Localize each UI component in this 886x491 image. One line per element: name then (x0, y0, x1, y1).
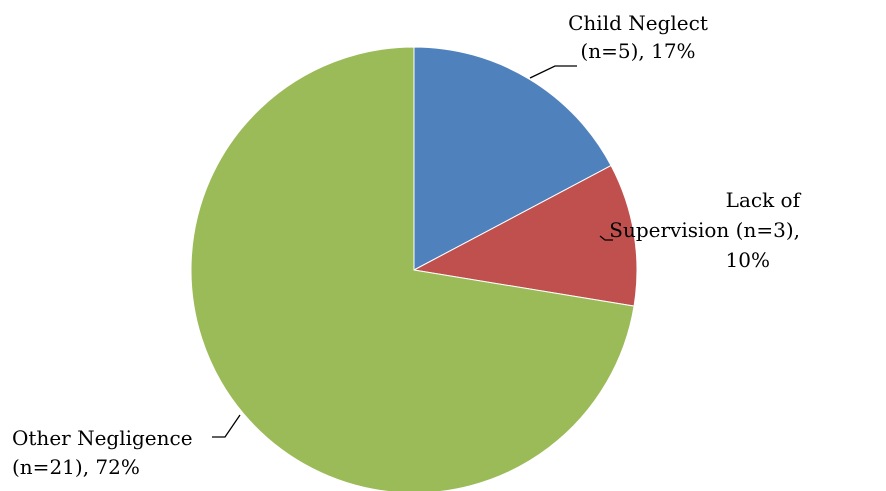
leader-lines-layer (212, 65, 613, 438)
pie-slice-other-negligence (190, 46, 635, 491)
data-label-line: (n=21), 72% (12, 455, 140, 479)
data-label-line: Supervision (n=3), (609, 218, 800, 242)
labels-layer: Child Neglect (n=5), 17% Lack of Supervisio… (12, 11, 802, 479)
data-label-other-negligence: Other Negligence (n=21), 72% (12, 426, 193, 479)
data-label-line: Other Negligence (12, 426, 193, 450)
leader-line-child-neglect (529, 65, 577, 79)
pie-slice-child-neglect (413, 46, 612, 271)
leader-line-other-negligence (212, 414, 241, 438)
leader-line-lack-of-supervision (599, 235, 613, 241)
slices-layer (190, 46, 638, 491)
data-label-lack-of-supervision: Lack of Supervision (n=3), 10% (609, 188, 801, 272)
data-label-child-neglect: Child Neglect (n=5), 17% (568, 11, 708, 63)
data-label-line: Child Neglect (568, 11, 708, 35)
data-label-line: (n=5), 17% (580, 39, 695, 63)
data-label-line: Lack of (726, 188, 802, 212)
data-label-line: 10% (726, 248, 770, 272)
pie-slice-lack-of-supervision (412, 164, 638, 307)
